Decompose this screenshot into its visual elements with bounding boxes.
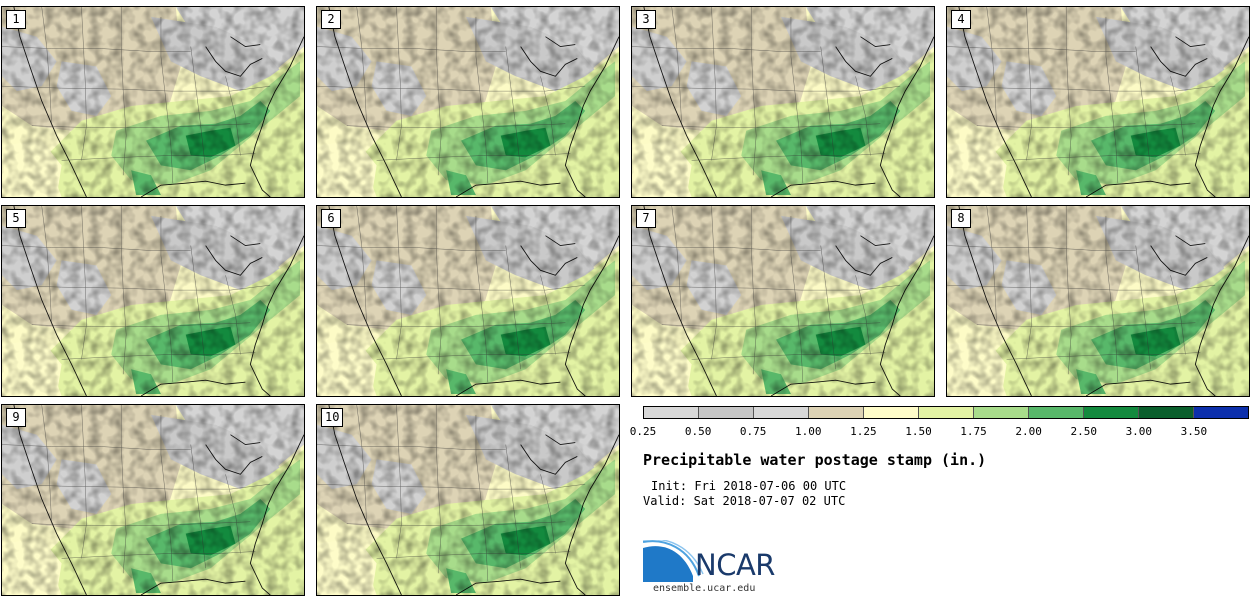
stamp-panel-6[interactable]: 6	[316, 205, 620, 397]
init-time: Init: Fri 2018-07-06 00 UTC	[651, 479, 847, 493]
colorbar-segment	[644, 407, 699, 418]
colorbar-segment	[919, 407, 974, 418]
colorbar-tick-label: 1.75	[960, 425, 987, 438]
colorbar-tick-label: 3.50	[1180, 425, 1208, 438]
stamp-panel-9[interactable]: 9	[1, 404, 305, 596]
colorbar-tick-label: 0.75	[739, 425, 767, 438]
stamp-label: 10	[321, 408, 344, 427]
colorbar-tick-label: 1.25	[850, 425, 877, 438]
stamp-label: 5	[6, 209, 26, 228]
colorbar-tick-label: 1.50	[905, 425, 932, 438]
stamp-panel-10[interactable]: 10	[316, 404, 620, 596]
colorbar-segment	[754, 407, 809, 418]
colorbar-tick-label: 2.50	[1070, 425, 1097, 438]
stamp-panel-2[interactable]: 2	[316, 6, 620, 198]
site-url[interactable]: ensemble.ucar.edu	[653, 583, 756, 594]
precip-map-image	[2, 206, 304, 396]
stamp-label: 7	[636, 209, 656, 228]
stamp-panel-1[interactable]: 1	[1, 6, 305, 198]
precip-map-image	[2, 7, 304, 197]
stamp-panel-4[interactable]: 4	[946, 6, 1250, 198]
valid-time: Valid: Sat 2018-07-07 02 UTC	[643, 494, 846, 508]
stamp-label: 1	[6, 10, 26, 29]
colorbar-segment	[974, 407, 1029, 418]
colorbar-tick-label: 1.00	[795, 425, 822, 438]
precip-map-image	[947, 7, 1249, 197]
stamp-label: 9	[6, 408, 26, 427]
colorbar-tick-label: 3.00	[1125, 425, 1153, 438]
colorbar-tick-label: 0.25	[629, 425, 657, 438]
colorbar-tick-label: 0.50	[684, 425, 712, 438]
stamp-panel-5[interactable]: 5	[1, 205, 305, 397]
colorbar-segment	[1084, 407, 1139, 418]
precip-map-image	[947, 206, 1249, 396]
precip-map-image	[632, 206, 934, 396]
stamp-label: 3	[636, 10, 656, 29]
stamp-label: 4	[951, 10, 971, 29]
colorbar-segment	[1139, 407, 1194, 418]
colorbar-segment	[1194, 407, 1248, 418]
colorbar-segment	[699, 407, 754, 418]
precip-map-image	[317, 405, 619, 595]
precip-map-image	[2, 405, 304, 595]
colorbar-ticks: 0.25 0.50 0.75 1.00 1.25 1.50 1.75 2.00 2.50 3.00…	[629, 425, 1249, 439]
stamp-label: 8	[951, 209, 971, 228]
colorbar-segment	[864, 407, 919, 418]
ncar-logo-icon[interactable]	[643, 540, 803, 582]
stamp-label: 2	[321, 10, 341, 29]
colorbar-segment	[809, 407, 864, 418]
stamp-panel-7[interactable]: 7	[631, 205, 935, 397]
stamp-panel-8[interactable]: 8	[946, 205, 1250, 397]
chart-title: Precipitable water postage stamp (in.)	[643, 451, 987, 469]
stamp-label: 6	[321, 209, 341, 228]
logo-text: NCAR	[695, 548, 775, 582]
stamp-panel-3[interactable]: 3	[631, 6, 935, 198]
colorbar-tick-label: 2.00	[1015, 425, 1042, 438]
colorbar-segment	[1029, 407, 1084, 418]
precip-map-image	[317, 206, 619, 396]
precip-map-image	[317, 7, 619, 197]
colorbar	[643, 406, 1249, 419]
precip-map-image	[632, 7, 934, 197]
